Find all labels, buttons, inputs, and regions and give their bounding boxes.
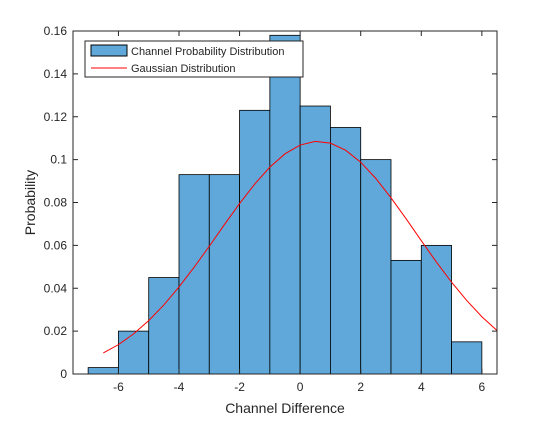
legend-label-histogram: Channel Probability Distribution bbox=[131, 46, 284, 58]
histogram-bar bbox=[451, 341, 483, 375]
curve-layer bbox=[103, 140, 498, 354]
histogram-bar bbox=[208, 174, 240, 375]
x-tick-label: -4 bbox=[174, 380, 185, 394]
legend-label-gaussian: Gaussian Distribution bbox=[131, 63, 236, 75]
x-tick-label: -2 bbox=[234, 380, 245, 394]
x-axis-label: Channel Difference bbox=[225, 400, 345, 416]
y-tick-label: 0.08 bbox=[44, 196, 68, 210]
histogram-bar bbox=[87, 367, 119, 375]
x-tick-label: 0 bbox=[297, 380, 304, 394]
x-tick-label: 6 bbox=[479, 380, 486, 394]
y-axis-label: Probability bbox=[22, 170, 38, 235]
y-tick-label: 0.06 bbox=[44, 238, 68, 252]
x-tick-label: 4 bbox=[418, 380, 425, 394]
y-tick-label: 0.04 bbox=[44, 281, 68, 295]
y-tick-label: 0 bbox=[60, 367, 67, 381]
histogram-bar bbox=[269, 34, 301, 375]
x-tick-label: -6 bbox=[113, 380, 124, 394]
y-tick-label: 0.1 bbox=[50, 153, 67, 167]
histogram-bar bbox=[390, 259, 422, 375]
histogram-bar bbox=[299, 105, 331, 375]
y-tick-label: 0.02 bbox=[44, 324, 68, 338]
histogram-bar bbox=[360, 159, 392, 375]
y-tick-label: 0.16 bbox=[44, 24, 68, 38]
bars-layer bbox=[87, 34, 483, 375]
histogram-bar bbox=[330, 127, 362, 375]
histogram-bar bbox=[118, 330, 150, 375]
histogram-bar bbox=[239, 109, 271, 375]
legend-swatch-histogram bbox=[90, 44, 128, 57]
gaussian-curve bbox=[103, 140, 498, 354]
legend: Channel Probability Distribution Gaussia… bbox=[84, 40, 304, 78]
ticks-layer: -6 -4 -2 0 2 4 6 0 0.02 0.04 0.06 0.08 0.1 0.12 0.14 0.… bbox=[44, 24, 497, 394]
x-tick-label: 2 bbox=[357, 380, 364, 394]
y-tick-label: 0.12 bbox=[44, 110, 68, 124]
histogram-bar bbox=[420, 244, 452, 375]
histogram-bar bbox=[178, 174, 210, 375]
y-tick-label: 0.14 bbox=[44, 67, 68, 81]
